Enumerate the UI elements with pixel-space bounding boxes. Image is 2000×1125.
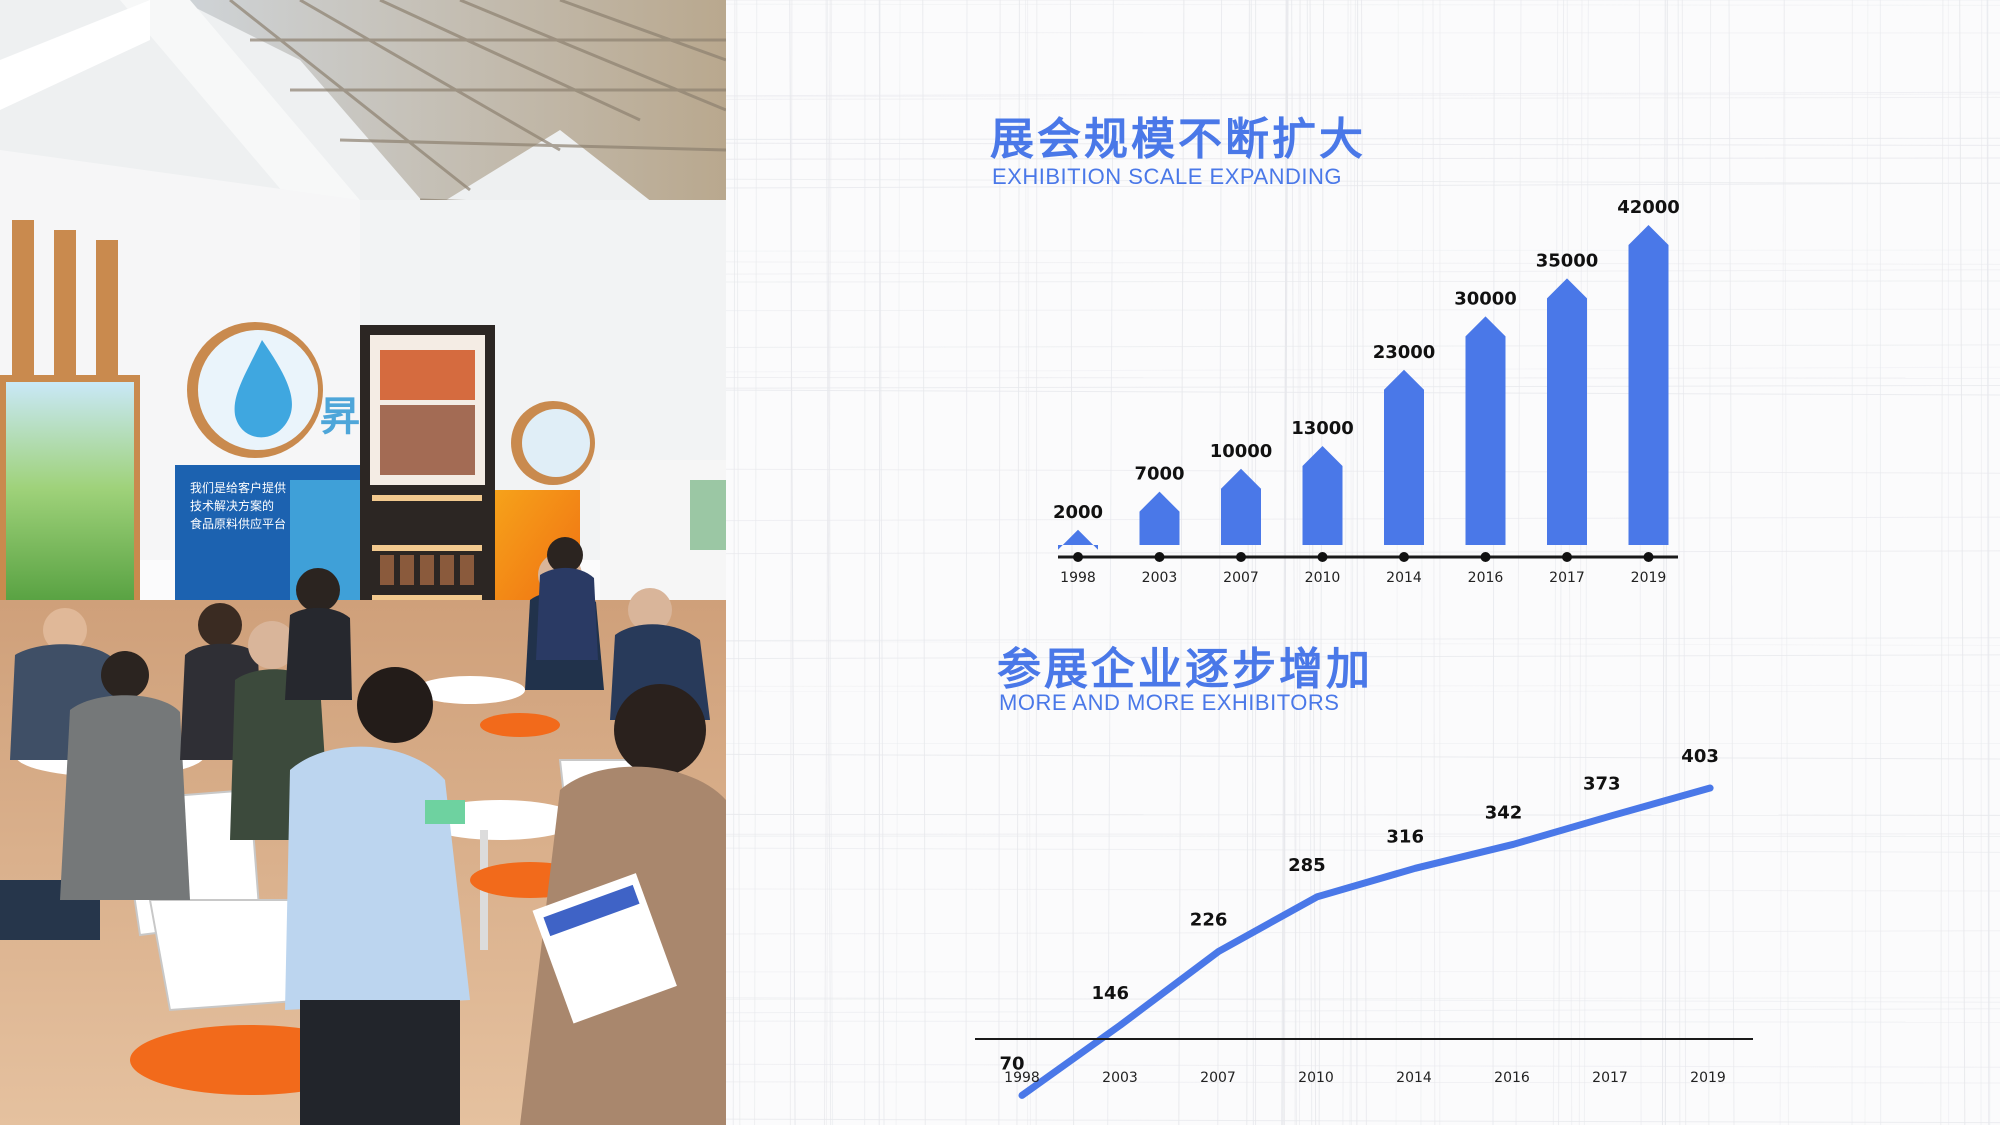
svg-text:昇: 昇 — [320, 394, 360, 440]
bar-2007 — [1221, 468, 1261, 545]
bar-value-label: 10000 — [1210, 441, 1273, 462]
axis-dot — [1480, 552, 1491, 562]
x-tick-label: 2019 — [1631, 570, 1667, 586]
chart2-title-cn: 参展企业逐步增加 — [997, 644, 1373, 695]
point-value-label: 342 — [1485, 802, 1523, 823]
point-value-label: 226 — [1190, 909, 1228, 930]
axis-dot — [1562, 552, 1572, 562]
axis-dot — [1399, 552, 1409, 562]
paper-texture-background — [726, 0, 2000, 1125]
x-tick-label: 2014 — [1396, 1070, 1432, 1086]
point-value-label: 316 — [1386, 826, 1424, 847]
axis-dot — [1317, 552, 1328, 562]
bar-2014 — [1384, 369, 1424, 545]
bar-value-label: 13000 — [1291, 418, 1354, 439]
axis-dot — [1236, 552, 1246, 562]
bar-value-label: 2000 — [1053, 502, 1103, 523]
chart2-title-en: MORE AND MORE EXHIBITORS — [999, 690, 1340, 715]
bar-2016 — [1465, 316, 1506, 545]
bar-value-label: 35000 — [1536, 250, 1599, 271]
bar-2010 — [1302, 445, 1343, 545]
point-value-label: 146 — [1092, 983, 1130, 1004]
x-tick-label: 2003 — [1102, 1070, 1138, 1086]
x-tick-label: 2016 — [1494, 1070, 1530, 1086]
x-tick-label: 2014 — [1386, 570, 1422, 586]
x-tick-label: 2019 — [1690, 1070, 1726, 1086]
axis-dot — [1073, 552, 1083, 562]
exhibition-hall-photo: 我们是给客户提供 技术解决方案的 食品原料供应平台 昇 — [0, 0, 726, 1125]
bar-1998 — [1058, 529, 1098, 550]
booth-text-3: 食品原料供应平台 — [190, 516, 286, 531]
chart1-title-cn: 展会规模不断扩大 — [990, 114, 1366, 165]
exhibitors-series-line — [1018, 784, 1714, 1099]
bar-value-label: 23000 — [1373, 342, 1436, 363]
x-tick-label: 2010 — [1305, 570, 1341, 586]
point-value-label: 285 — [1288, 855, 1326, 876]
x-tick-label: 2007 — [1200, 1070, 1236, 1086]
booth-text-2: 技术解决方案的 — [190, 498, 274, 513]
x-tick-label: 1998 — [1060, 570, 1096, 586]
bar-value-label: 7000 — [1134, 464, 1184, 485]
x-tick-label: 2007 — [1223, 570, 1259, 586]
booth-text-1: 我们是给客户提供 — [190, 480, 286, 495]
exhibition-scale-bar-chart: 2000 7000 10000 13000 23000 30000 35000 42000 1… — [1053, 197, 1680, 586]
bar-2003 — [1139, 491, 1180, 545]
axis-dot — [1154, 552, 1165, 562]
x-tick-label: 2003 — [1142, 570, 1178, 586]
bar-2019 — [1628, 225, 1669, 545]
x-tick-label: 2010 — [1298, 1070, 1334, 1086]
axis-dot — [1643, 552, 1654, 562]
point-value-label: 373 — [1583, 774, 1621, 795]
x-tick-label: 2017 — [1549, 570, 1585, 586]
x-tick-label: 2016 — [1468, 570, 1504, 586]
bar-value-label: 42000 — [1617, 197, 1680, 218]
chart1-title-en: EXHIBITION SCALE EXPANDING — [992, 164, 1343, 189]
bar-2017 — [1547, 278, 1587, 545]
x-tick-label: 2017 — [1592, 1070, 1628, 1086]
point-value-label: 70 — [999, 1053, 1024, 1074]
exhibition-photo-illustration: 我们是给客户提供 技术解决方案的 食品原料供应平台 昇 — [0, 0, 726, 1125]
point-value-label: 403 — [1681, 746, 1719, 767]
bar-value-label: 30000 — [1454, 288, 1517, 309]
x-tick-label: 1998 — [1004, 1070, 1040, 1086]
exhibitors-line-chart: 70 146 226 285 316 342 373 403 1998 2003 2007 2010… — [975, 746, 1753, 1099]
